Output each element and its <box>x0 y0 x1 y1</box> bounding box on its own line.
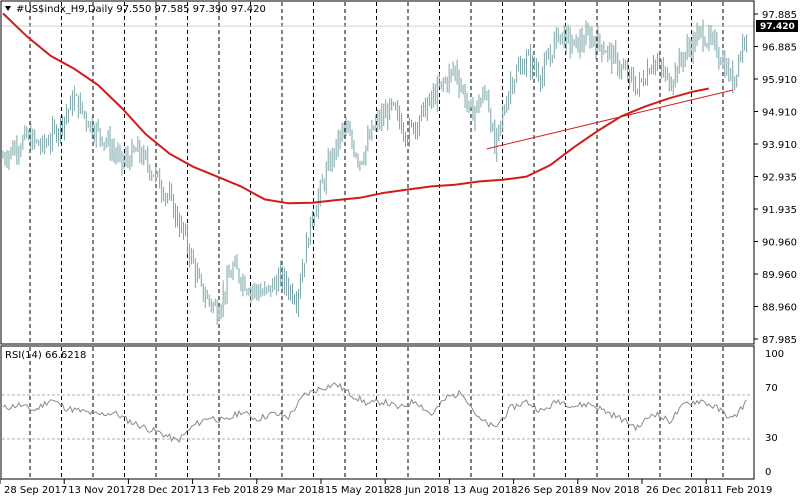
price-axis-label: 92.935 <box>762 173 797 184</box>
trendline[interactable] <box>486 89 733 150</box>
price-axis-label: 90.960 <box>762 238 797 249</box>
time-axis-label: 26 Sep 2018 <box>518 485 581 496</box>
time-axis-label: 28 Jun 2018 <box>389 485 449 496</box>
price-axis: 97.885 96.885 95.910 94.910 93.910 92.935 91.9… <box>754 10 797 346</box>
time-axis-label: 29 Mar 2018 <box>261 485 324 496</box>
rsi-scale-30: 30 <box>765 433 778 444</box>
price-axis-label: 87.985 <box>762 335 797 346</box>
price-axis-label: 97.885 <box>762 10 797 21</box>
symbol-ohlc-label: #US$indx_H9,Daily 97.550 97.585 97.390 9… <box>16 4 266 15</box>
price-axis-label: 93.910 <box>762 140 797 151</box>
price-axis-label: 89.960 <box>762 270 797 281</box>
time-axis: 28 Sep 2017 13 Nov 2017 28 Dec 2017 13 Feb … <box>0 479 772 496</box>
rsi-line <box>2 382 747 443</box>
price-axis-label: 88.960 <box>762 303 797 314</box>
time-axis-label: 26 Dec 2018 <box>646 485 710 496</box>
time-axis-label: 9 Nov 2018 <box>582 485 640 496</box>
rsi-panel: RSI(14) 66.6218 100 70 30 0 <box>0 345 784 480</box>
current-price-tag: 97.420 <box>756 20 798 32</box>
time-axis-label: 13 Aug 2018 <box>453 485 517 496</box>
price-bars <box>2 19 748 325</box>
time-axis-label: 28 Sep 2017 <box>4 485 67 496</box>
price-panel: #US$indx_H9,Daily 97.550 97.585 97.390 9… <box>0 0 798 346</box>
time-axis-label: 11 Feb 2019 <box>710 485 772 496</box>
rsi-scale-100: 100 <box>765 349 784 360</box>
moving-average-line <box>2 12 709 205</box>
current-price-value: 97.420 <box>760 22 795 32</box>
price-axis-label: 94.910 <box>762 108 797 119</box>
price-axis-label: 96.885 <box>762 43 797 54</box>
rsi-label: RSI(14) 66.6218 <box>5 350 86 361</box>
rsi-scale-70: 70 <box>765 383 778 394</box>
time-axis-label: 13 Nov 2017 <box>68 485 132 496</box>
time-axis-label: 13 Feb 2018 <box>197 485 259 496</box>
price-axis-label: 95.910 <box>762 75 797 86</box>
time-axis-label: 28 Dec 2017 <box>132 485 196 496</box>
dropdown-arrow-icon[interactable] <box>5 6 11 11</box>
price-axis-label: 91.935 <box>762 205 797 216</box>
rsi-panel-border <box>0 345 755 480</box>
rsi-grid <box>29 347 724 478</box>
rsi-scale-0: 0 <box>765 467 771 478</box>
time-axis-label: 15 May 2018 <box>325 485 390 496</box>
price-panel-border <box>0 0 755 345</box>
